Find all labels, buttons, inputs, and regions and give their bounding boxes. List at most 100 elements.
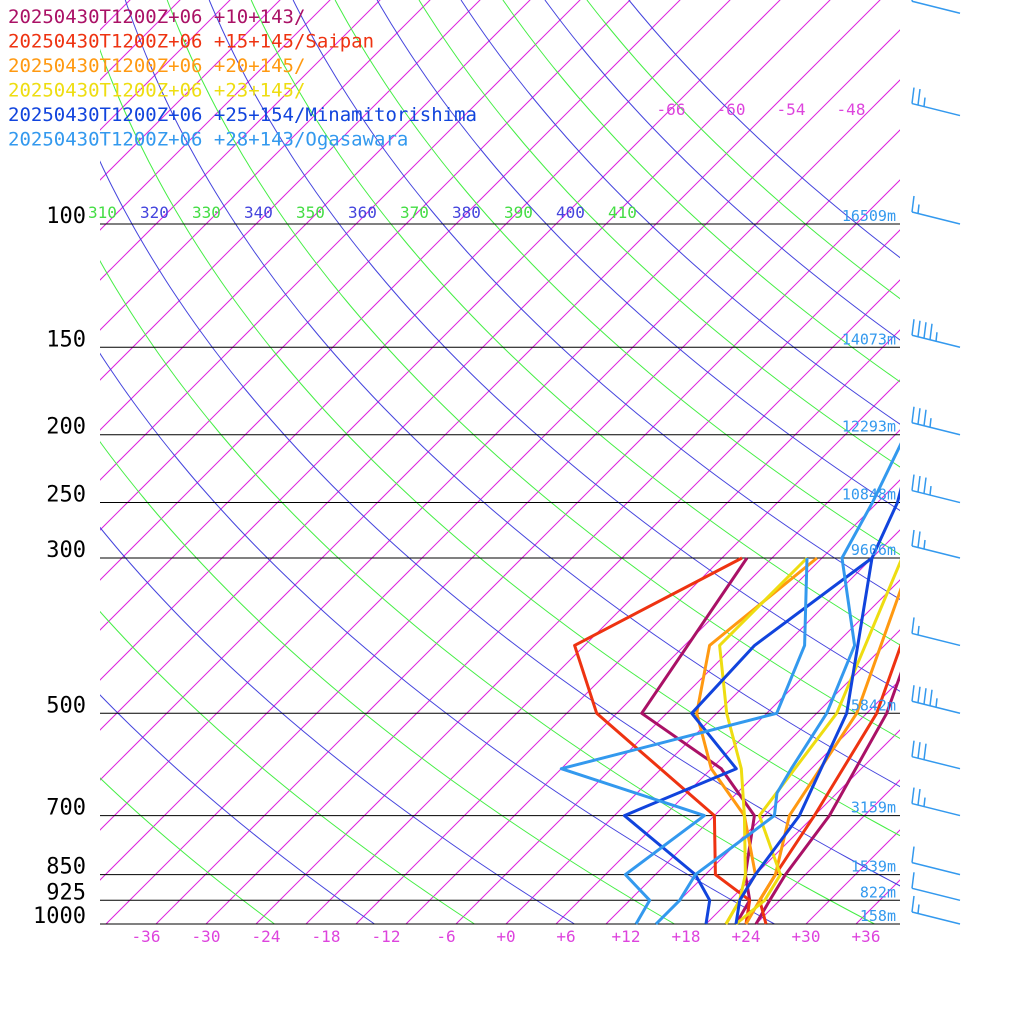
wind-barb-halfflag [929,485,932,496]
height-label-850: 1539m [851,858,896,876]
legend: 20250430T1200Z+06 +10+143/20250430T1200Z… [8,6,477,151]
height-label-300: 9606m [851,541,896,559]
wind-barb-halfflag [917,904,920,914]
isotherm-top-label: -54 [777,100,806,119]
wind-barb-flag [911,895,915,913]
dry-adiabat-350 [166,0,900,740]
isotherm-line [100,29,900,831]
wind-barb-staff [911,545,961,559]
wind-barb [911,685,961,715]
wind-barb-flag [923,477,927,494]
wind-barb [911,740,961,770]
isotherm-line [100,0,381,281]
legend-entry-3: 20250430T1200Z+06 +23+145/ [8,80,305,102]
wind-barb-flag [923,409,927,426]
dewpoint-line-3 [718,556,809,925]
dry-adiabat-430 [502,0,900,383]
wind-barb-flag [911,406,915,423]
legend-entry-1: 20250430T1200Z+06 +15+145/Saipan [8,31,374,53]
isotherm-line [805,829,900,925]
wind-barb-flag [911,87,915,104]
isotherm-line [605,629,900,925]
wind-barb-staff [911,861,961,876]
wind-barb-flag [917,475,921,493]
wind-barb [911,195,961,225]
wind-barb [911,474,961,504]
wind-barb-flag [911,529,915,547]
wind-barb-flag [911,319,915,336]
temperature-line-3 [735,558,900,925]
wind-barb-flag [923,743,927,760]
dewpoint-line-5 [559,557,809,925]
wind-barb-flag [923,688,927,705]
isotherm-line [100,79,900,881]
isotherm-line [255,279,900,925]
wind-barb-flag [911,474,915,491]
dry-adiabat-360 [208,0,900,692]
isotherm-line [505,529,900,925]
dry-adiabat-380 [292,0,900,600]
temperature-tick: +6 [556,927,575,946]
wind-barb [911,406,961,436]
temperature-tick: -18 [312,927,341,946]
dry-adiabat-320 [100,160,900,887]
wind-barb [911,0,961,15]
pressure-tick-850: 850 [46,855,86,880]
isotherm-line [100,0,481,381]
wind-barb [911,617,961,647]
pressure-tick-150: 150 [46,327,86,352]
wind-barb-flag [929,689,933,706]
wind-barb-flag [929,323,933,340]
pressure-tick-1000: 1000 [33,904,86,929]
wind-barb [911,895,961,925]
height-label-200: 12293m [842,418,896,436]
legend-entry-4: 20250430T1200Z+06 +25+154/Minamitorishim… [8,104,477,126]
dry-adiabat-290 [100,440,675,925]
wind-barb-staff [911,911,961,925]
isotherm-line [455,479,900,925]
wind-barb-halfflag [923,797,926,807]
isotherm-line [100,0,431,331]
wind-barb-flag [917,531,921,548]
dry-adiabat-340 [124,0,900,788]
wind-barbs [911,0,961,925]
isotherm-line [655,679,900,925]
wind-barb-halfflag [917,204,920,214]
wind-barb-flag [911,787,915,804]
pressure-tick-100: 100 [46,204,86,229]
isotherm-line [100,0,331,231]
theta-label: 380 [452,203,481,222]
wind-barb [911,846,961,876]
temperature-tick: +24 [732,927,761,946]
temperature-tick: -36 [132,927,161,946]
isotherm-line [100,0,581,481]
temperature-tick: +12 [612,927,641,946]
theta-labels: 310 320 330 340 350 360 370 380 390 400 410 [88,203,637,222]
wind-barb-staff [911,632,961,647]
wind-barb [911,529,961,559]
wind-barb-flag [917,88,921,106]
height-labels: 16509m 14073m 12293m 10848m 9606m 5842m 3159m 1… [842,207,896,925]
isotherm-line [100,0,681,581]
dry-adiabat-370 [250,0,900,646]
theta-label: 410 [608,203,637,222]
isotherm-line [956,0,1024,924]
theta-label: 360 [348,203,377,222]
temperature-line-4 [734,486,900,925]
wind-barb-flag [923,322,927,339]
height-label-250: 10848m [842,486,896,504]
temperature-tick: -12 [372,927,401,946]
isotherm-line [555,579,900,925]
height-label-500: 5842m [851,696,896,714]
height-label-100: 16509m [842,207,896,225]
wind-barb-flag [917,788,921,806]
isotherm-line [405,429,900,925]
wind-barb-flag [917,408,921,425]
pressure-tick-300: 300 [46,538,86,563]
isotherm-top-label: -48 [837,100,866,119]
theta-label: 310 [88,203,117,222]
isotherm-top-labels: -66 -60 -54 -48 [657,100,866,119]
theta-label: 330 [192,203,221,222]
wind-barb-flag [911,846,915,863]
